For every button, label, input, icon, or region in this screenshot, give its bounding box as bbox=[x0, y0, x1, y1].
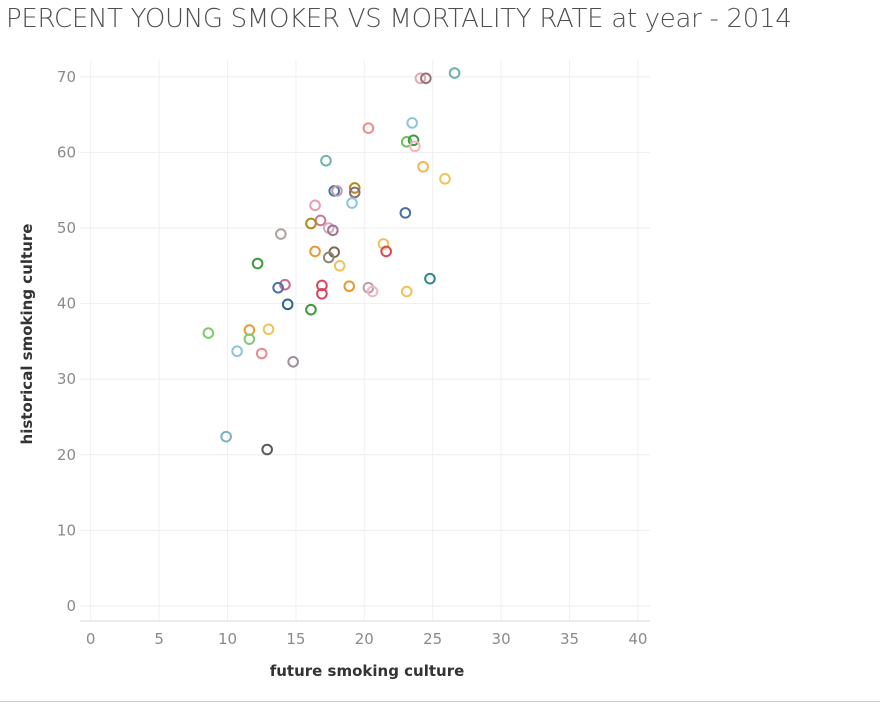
data-point bbox=[439, 173, 451, 185]
data-point bbox=[320, 154, 332, 167]
x-tick-label: 0 bbox=[86, 630, 96, 648]
data-point bbox=[380, 245, 392, 258]
x-tick-label: 25 bbox=[423, 630, 442, 648]
grid-lines bbox=[80, 60, 650, 621]
data-point bbox=[309, 199, 321, 212]
data-point bbox=[316, 287, 328, 300]
data-point bbox=[348, 182, 361, 194]
data-point bbox=[281, 298, 294, 311]
y-axis-ticks: 0 10 20 30 40 50 60 70 bbox=[57, 68, 76, 615]
data-point bbox=[331, 185, 343, 197]
data-point bbox=[409, 140, 421, 153]
y-tick-label: 40 bbox=[57, 295, 76, 313]
x-tick-label: 5 bbox=[154, 630, 164, 648]
data-point bbox=[399, 207, 412, 219]
y-tick-label: 30 bbox=[57, 370, 76, 388]
y-tick-label: 60 bbox=[57, 143, 76, 161]
data-point bbox=[305, 217, 317, 230]
data-point bbox=[279, 278, 291, 291]
bottom-divider bbox=[0, 701, 880, 702]
x-tick-label: 20 bbox=[355, 630, 374, 648]
data-point bbox=[287, 356, 299, 368]
data-point bbox=[202, 327, 215, 339]
data-point bbox=[377, 238, 390, 250]
y-tick-label: 0 bbox=[66, 597, 76, 615]
data-point bbox=[262, 323, 275, 336]
data-point bbox=[448, 67, 461, 79]
data-point bbox=[322, 251, 335, 264]
data-point bbox=[251, 257, 264, 270]
data-point bbox=[272, 281, 284, 294]
chart-title: PERCENT YOUNG SMOKER VS MORTALITY RATE a… bbox=[6, 4, 792, 34]
y-tick-label: 70 bbox=[57, 68, 76, 86]
y-tick-label: 10 bbox=[57, 521, 76, 539]
data-point bbox=[407, 134, 420, 147]
data-point bbox=[220, 430, 232, 443]
data-point bbox=[424, 272, 436, 285]
data-point bbox=[417, 160, 429, 173]
data-point bbox=[414, 72, 427, 85]
x-tick-label: 10 bbox=[218, 630, 237, 648]
data-point bbox=[362, 122, 375, 135]
y-tick-label: 50 bbox=[57, 219, 76, 237]
data-point bbox=[343, 280, 356, 293]
x-tick-label: 35 bbox=[560, 630, 579, 648]
data-point bbox=[314, 214, 327, 227]
y-tick-label: 20 bbox=[57, 446, 76, 464]
data-point bbox=[309, 245, 321, 258]
x-tick-label: 30 bbox=[492, 630, 511, 648]
data-point bbox=[305, 303, 317, 316]
data-point bbox=[406, 117, 418, 129]
x-axis-label: future smoking culture bbox=[270, 662, 465, 680]
y-axis-label: historical smoking culture bbox=[18, 224, 36, 445]
data-point bbox=[400, 285, 413, 298]
x-tick-label: 40 bbox=[628, 630, 647, 648]
data-point bbox=[346, 197, 358, 209]
data-point bbox=[366, 285, 379, 298]
data-point bbox=[420, 72, 432, 85]
data-point bbox=[316, 279, 328, 292]
data-point bbox=[348, 186, 361, 199]
x-tick-label: 15 bbox=[286, 630, 305, 648]
data-point bbox=[261, 443, 273, 456]
data-point bbox=[333, 260, 346, 272]
data-point bbox=[231, 345, 243, 358]
data-point bbox=[327, 224, 339, 237]
data-point bbox=[275, 228, 287, 240]
x-axis-ticks: 0 5 10 15 20 25 30 35 40 bbox=[86, 630, 648, 648]
data-point bbox=[243, 333, 256, 345]
data-points bbox=[202, 67, 461, 456]
data-point bbox=[255, 347, 268, 360]
